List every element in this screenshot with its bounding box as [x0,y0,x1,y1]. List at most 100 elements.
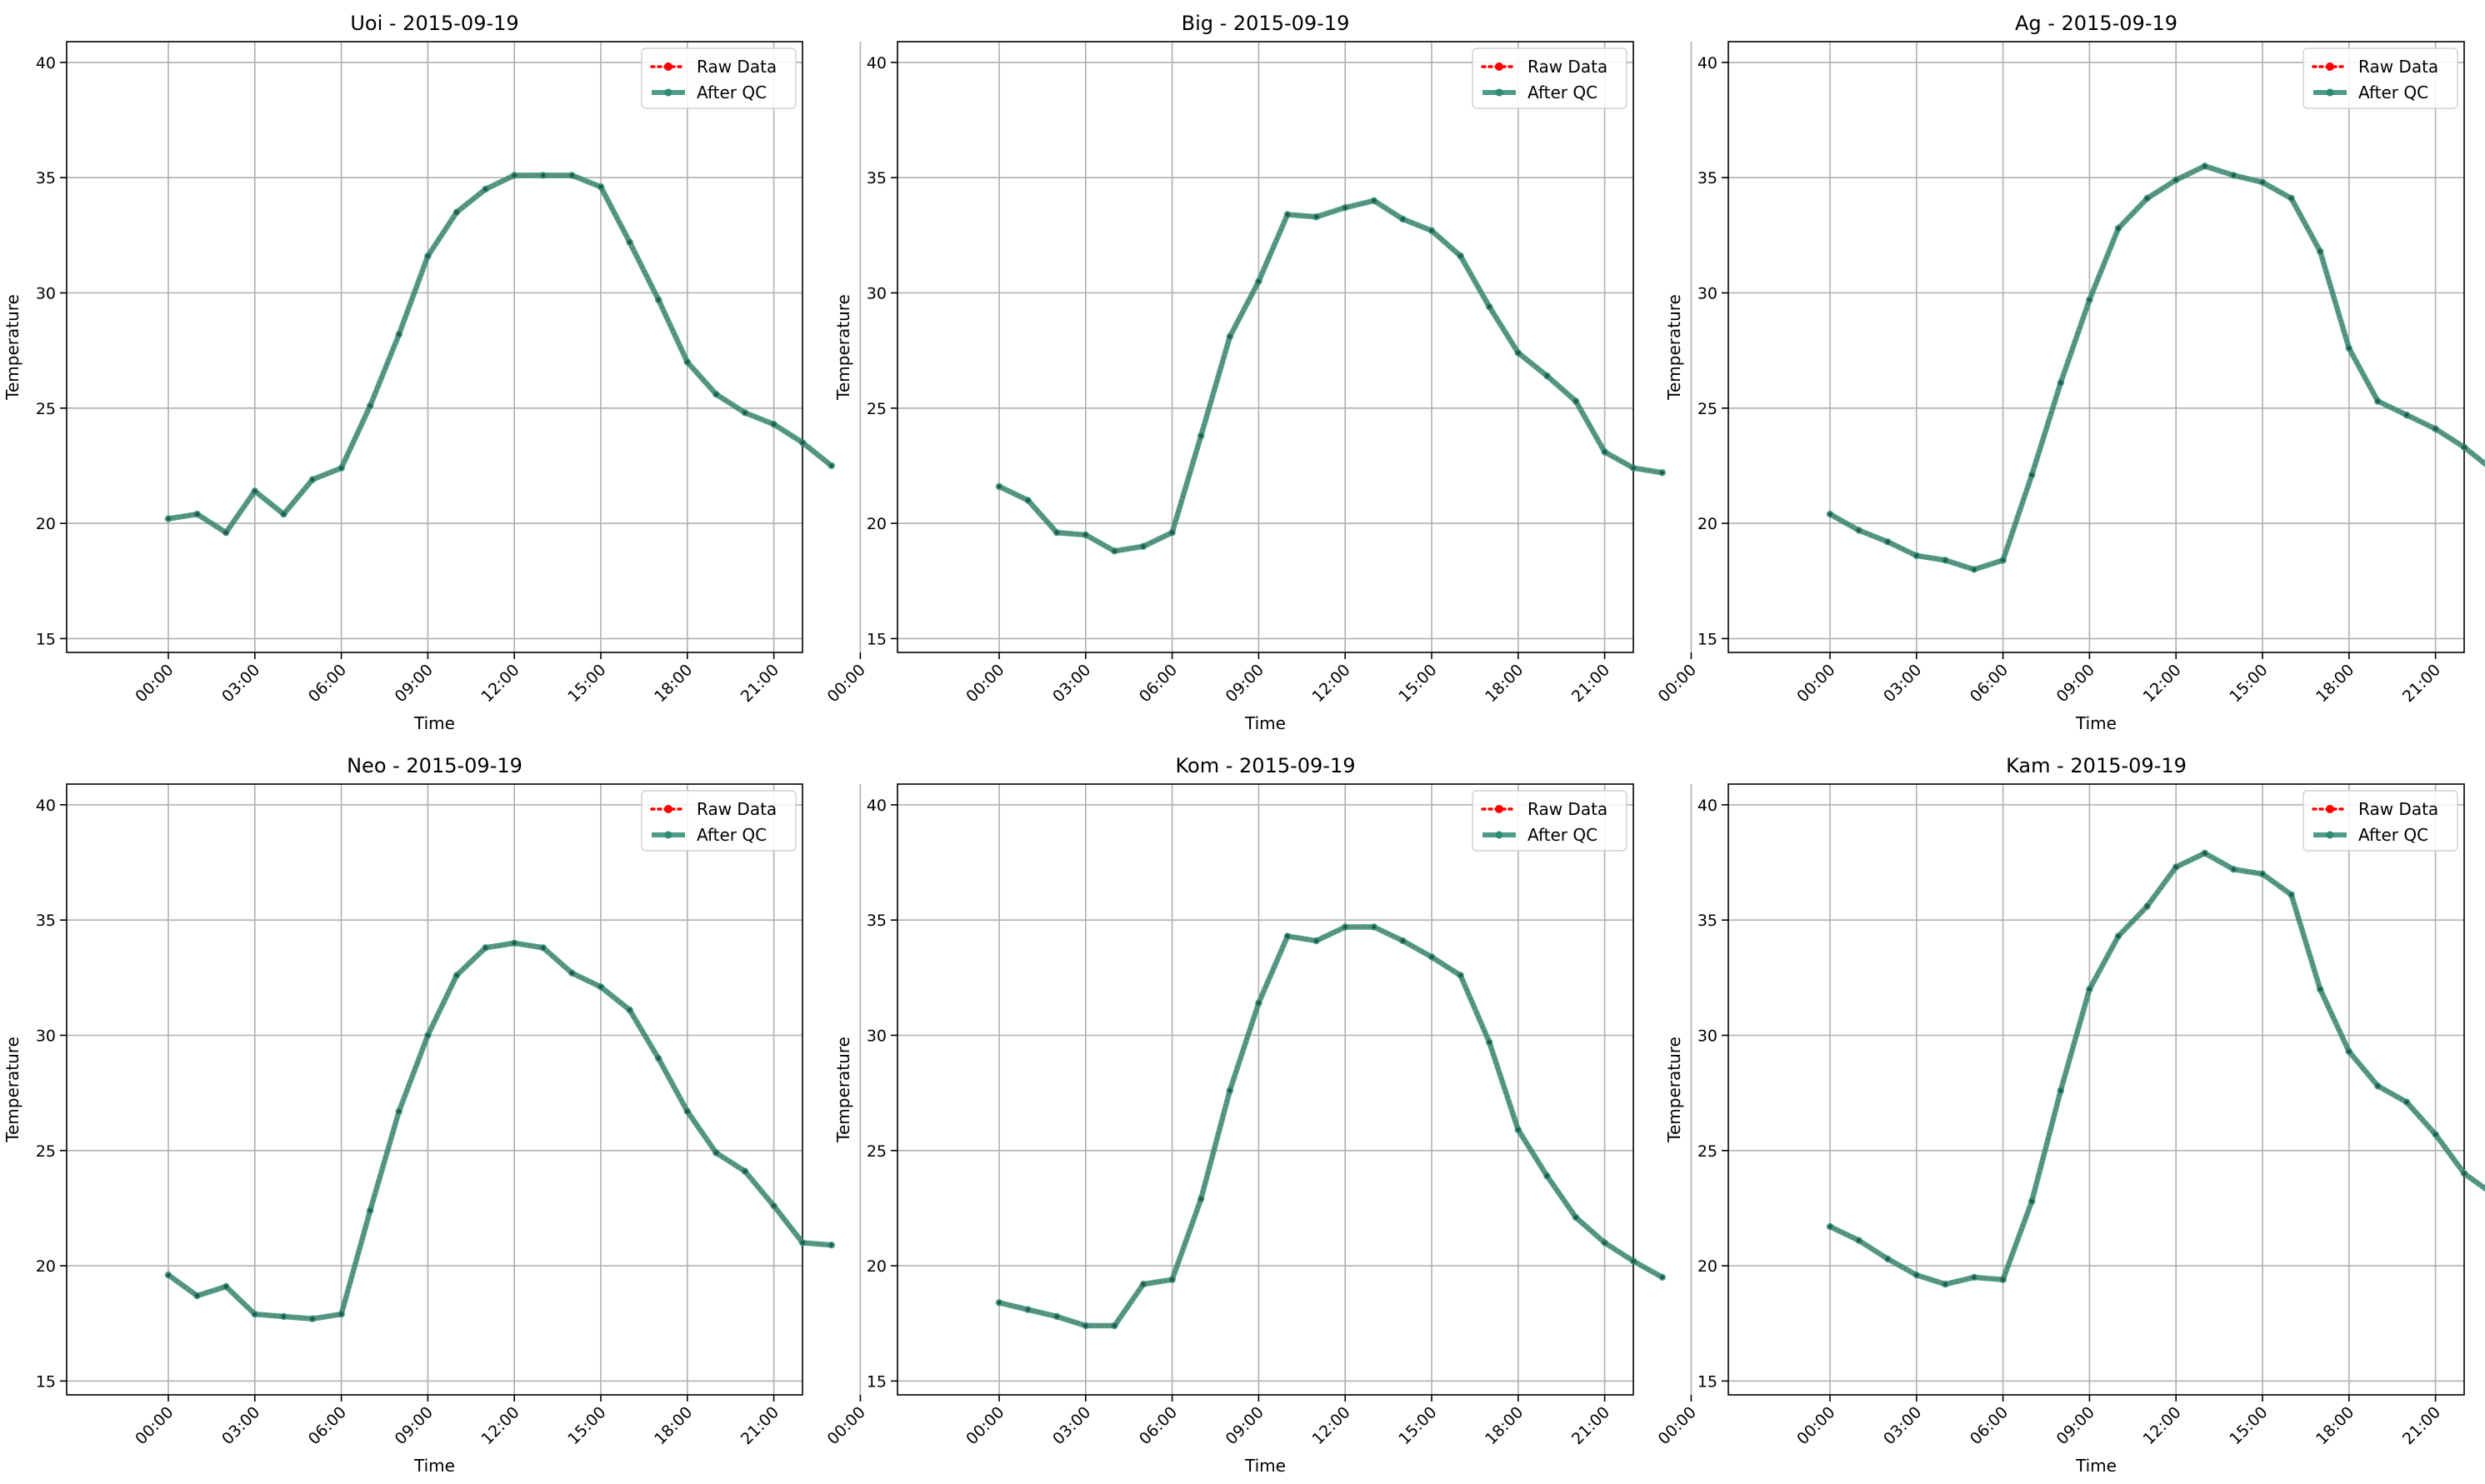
y-tick-label: 30 [36,284,56,302]
point-raw-data [2232,173,2236,177]
chart-title: Kom - 2015-09-19 [1176,754,1356,777]
point-raw-data [195,1293,199,1298]
point-raw-data [1857,528,1861,532]
point-raw-data [1914,553,1918,558]
y-tick-label: 15 [36,1372,56,1391]
x-axis-label: Time [413,1456,455,1476]
y-tick-label: 15 [867,630,887,648]
point-raw-data [1170,530,1174,535]
point-raw-data [2145,196,2149,201]
point-raw-data [657,1056,661,1061]
point-raw-data [1285,212,1290,217]
legend-marker-after-qc [1495,88,1503,97]
point-raw-data [1943,558,1948,562]
point-raw-data [397,1109,401,1113]
point-raw-data [2202,164,2207,168]
point-raw-data [2030,472,2034,477]
point-raw-data [2376,1084,2380,1088]
point-raw-data [1943,1282,1948,1287]
point-raw-data [1314,215,1318,219]
legend-label-after-qc: After QC [1528,82,1598,102]
point-raw-data [2058,381,2062,385]
point-raw-data [1314,938,1318,943]
point-raw-data [224,1284,228,1289]
point-raw-data [2462,1172,2467,1176]
x-tick-label: 18:00 [1482,1403,1527,1448]
x-tick-label: 21:00 [2399,661,2444,706]
point-raw-data [252,1312,257,1317]
x-tick-label: 09:00 [392,661,437,706]
x-tick-label: 00:00 [132,1403,177,1448]
point-raw-data [1083,532,1088,537]
point-raw-data [1914,1272,1918,1277]
point-raw-data [742,1169,748,1173]
legend: Raw Data After QC [1472,47,1628,109]
x-tick-label: 03:00 [1049,661,1094,706]
point-raw-data [2116,934,2121,938]
point-raw-data [310,1317,315,1321]
point-raw-data [1372,198,1377,203]
x-tick-label: 15:00 [564,1403,609,1448]
series-line-after-qc [1828,850,2485,1287]
point-raw-data [2260,180,2265,184]
x-tick-label: 06:00 [305,1403,350,1448]
point-raw-data [1228,334,1232,339]
y-tick-label: 35 [867,169,887,187]
point-raw-data [368,1208,372,1212]
point-raw-data [1857,1238,1861,1242]
legend-marker-raw-data [1495,62,1503,71]
point-raw-data [2289,892,2293,897]
x-tick-label: 21:00 [1568,661,1613,706]
x-tick-label: 09:00 [1222,1403,1268,1448]
point-raw-data [1343,205,1348,210]
point-raw-data [2347,346,2351,351]
x-tick-label: 00:00 [1655,661,1700,706]
point-raw-data [1257,279,1261,283]
y-tick-label: 25 [1698,400,1718,418]
point-raw-data [685,1109,689,1113]
y-tick-label: 25 [1698,1142,1718,1161]
point-raw-data [598,185,603,189]
x-tick-label: 00:00 [824,1403,869,1448]
y-tick-label: 25 [867,1142,887,1161]
y-tick-label: 20 [1698,515,1718,533]
point-raw-data [772,1203,776,1208]
point-raw-data [2433,1132,2438,1137]
x-tick-label: 03:00 [218,661,263,706]
point-raw-data [2433,427,2438,431]
chart-title: Neo - 2015-09-19 [347,754,522,777]
legend-label-after-qc: After QC [697,825,767,845]
point-raw-data [1660,471,1665,475]
y-tick-label: 15 [36,630,56,648]
chart-panel: 15 20 25 30 35 40 00:00 03:00 06:00 09:00 12:00 15:… [833,754,1700,1476]
point-raw-data [195,512,199,517]
x-tick-label: 15:00 [1395,661,1440,706]
y-tick-label: 30 [867,284,887,302]
x-tick-label: 09:00 [2053,1403,2098,1448]
series-line-raw-data [1829,852,2485,1286]
legend-label-raw-data: Raw Data [697,57,777,77]
point-raw-data [1055,1314,1059,1319]
x-tick-label: 21:00 [738,661,782,706]
point-raw-data [2289,196,2293,201]
legend-marker-raw-data [2326,805,2334,813]
x-tick-label: 18:00 [2312,661,2358,706]
plot-frame [1728,783,2465,1396]
point-raw-data [310,477,315,482]
point-raw-data [685,360,689,364]
point-raw-data [224,530,228,535]
point-raw-data [1545,1174,1549,1178]
point-raw-data [1602,450,1607,454]
legend-label-after-qc: After QC [2358,82,2428,102]
point-raw-data [426,1033,430,1037]
point-raw-data [2058,1088,2062,1093]
x-tick-label: 03:00 [1880,661,1925,706]
point-raw-data [570,173,574,177]
x-tick-label: 03:00 [1880,1403,1925,1448]
y-tick-label: 20 [36,1257,56,1276]
point-raw-data [1083,1323,1088,1328]
point-raw-data [252,489,257,493]
legend-marker-after-qc [1495,831,1503,839]
x-tick-label: 00:00 [1793,661,1838,706]
legend-label-after-qc: After QC [697,82,767,102]
